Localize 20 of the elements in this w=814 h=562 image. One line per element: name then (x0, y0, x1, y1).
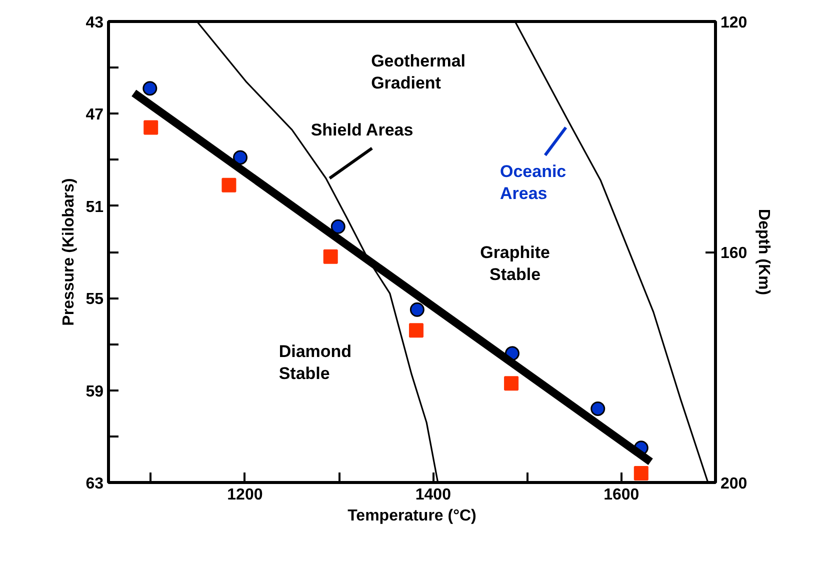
y-tick-label: 59 (86, 383, 104, 400)
y-tick-label: 51 (86, 198, 104, 216)
x-tick-label: 1200 (227, 486, 263, 504)
y2-tick-label: 160 (720, 245, 748, 262)
y-axis-title: Pressure (Kilobars) (60, 178, 78, 326)
y-tick-label: 43 (86, 14, 104, 32)
annotation: Oceanic Areas (500, 162, 566, 204)
y-tick-label: 47 (86, 106, 104, 124)
y2-tick-label: 200 (720, 476, 748, 492)
annotation: Geothermal Gradient (371, 51, 466, 92)
annotation: Graphite Stable (480, 242, 550, 284)
x-tick-label: 1600 (604, 486, 640, 504)
y2-tick-label: 120 (720, 14, 748, 32)
x-tick-label: 1400 (415, 486, 452, 504)
x-axis-title: Temperature (°C) (348, 508, 476, 524)
annotation: Diamond Stable (278, 342, 352, 383)
y2-axis-title: Depth (Km) (755, 208, 772, 296)
y-tick-label: 55 (86, 291, 104, 308)
y-tick-label: 63 (86, 476, 104, 492)
annotation: Shield Areas (310, 120, 414, 140)
